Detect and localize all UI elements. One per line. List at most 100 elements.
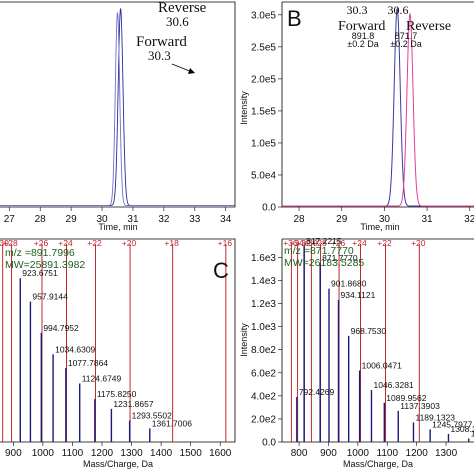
panel-c-peak-label: 901.8680 [331,279,367,289]
panel-a-x-tick-label: 27 [4,214,16,225]
panel-left-charge-label: +16 [218,238,233,248]
annotation-forward-arrow [171,63,193,73]
panel-letter-b: B [287,6,302,31]
panel-b-y-tick-label: 5.0e4 [251,170,276,181]
panel-left-x-tick-label: 1600 [209,448,232,459]
panel-left-x-tick-label: 1500 [180,448,203,459]
panel-c-y-axis-label: Intensity [239,323,249,357]
panel-a-x-tick-label: 34 [220,214,232,225]
panel-c-peak-label: 1089.9562 [386,393,426,403]
panel-a-series [0,8,235,206]
panel-b-y-tick-label: 1.0e5 [251,138,276,149]
panel-c-charge-label: +20 [411,238,426,248]
panel-left-peak-label: 923.6751 [22,268,58,278]
panel-b-series [282,7,474,207]
panel-c-charge-label: +24 [352,238,367,248]
panel-c-peak-label: 792.4269 [299,387,335,397]
panel-c-x-axis-label: Mass/Charge, Da [343,459,413,469]
panel-b-y-tick-label: 2.0e5 [251,74,276,85]
panel-b-x-tick-label: 30 [379,214,391,225]
annotation-forward-arrowhead [188,68,195,74]
panel-c-charge-label: +22 [377,238,392,248]
panel-b-x-tick-label: 32 [464,214,474,225]
panel-a-x-tick-label: 30 [96,214,108,225]
panel-a-x-ticks: 27 28 29 30 31 32 33 34 [4,207,232,225]
panel-left-charge-label: +26 [34,238,49,248]
panel-c-charge-label: +36 [283,238,298,248]
panel-c-peak-label: 968.7530 [351,326,387,336]
annotation-b-reverse-mass: 871.7 [395,31,418,41]
panel-b-chromatogram: 28 29 30 31 32 0.0 5.0e4 1.0e5 1.5e5 2.0e5 2.5e5 3.… [239,1,474,232]
panel-left-charge-label: +28 [3,238,18,248]
panel-left-charge-label: +22 [87,238,102,248]
panel-c-y-tick-label: 8.0e2 [251,345,276,356]
annotation-b-forward-label: Forward [338,19,385,34]
panel-letter-c: C [213,258,229,283]
panel-c-mw-readout: MW=26183.5285 [284,257,364,269]
panel-left-x-tick-label: 900 [5,448,22,459]
panel-left-frame [0,238,236,443]
panel-c-x-tick-label: 1300 [435,448,458,459]
panel-c-x-tick-label: 1000 [347,448,370,459]
annotation-forward-value: 30.3 [148,48,171,63]
panel-a-x-tick-label: 28 [35,214,47,225]
panel-c-peak-label: 817.2215 [306,236,342,246]
panel-left-charge-label: +30 [0,238,9,248]
panel-left-x-tick-label: 1400 [150,448,173,459]
panel-b-y-axis-label: Intensity [239,91,249,125]
panel-a-frame [0,1,236,208]
panel-a-x-tick-label: 33 [189,214,201,225]
panel-c-charge-label: +32 [296,238,311,248]
panel-b-x-tick-label: 28 [294,214,306,225]
panel-b-series-line-2 [282,12,474,207]
panel-c-peak-label: 1046.3281 [373,380,413,390]
panel-left-spectrum: +30+28 +26 +24 +22 +20 +18 +16 923.6751 957.914… [0,238,236,469]
panel-b-x-axis-label: Time, min [360,222,399,232]
panel-b-y-tick-label: 1.5e5 [251,106,276,117]
panel-c-x-tick-label: 900 [320,448,337,459]
panel-b-x-tick-label: 31 [422,214,434,225]
panel-b-y-tick-label: 0.0 [262,203,276,214]
panel-c-peak-label: 1245.7977 [432,419,472,429]
panel-left-x-ticks: 900 1000 1100 1200 1300 1400 1500 1600 [5,442,232,459]
panel-c-peak-label: 934.1121 [340,290,375,300]
panel-a-series-line-2 [0,12,235,206]
panel-b-y-tick-label: 3.0e5 [251,10,276,21]
panel-left-x-tick-label: 1200 [91,448,114,459]
panel-c-y-tick-label: 6.0e2 [251,368,276,379]
panel-c-x-tick-label: 1200 [406,448,429,459]
panel-c-peak-label: 1137.3903 [400,401,440,411]
panel-a-x-axis-label: Time, min [98,222,137,232]
panel-c-x-tick-label: 1100 [377,448,399,459]
panel-left-x-tick-label: 1100 [62,448,84,459]
panel-left-mw-readout: MW=25891.3982 [5,259,85,271]
panel-c-charge-label: +26 [331,238,346,248]
panel-c-peak-label: 1189.1323 [415,412,455,422]
panel-left-peak-label: 1077.7864 [68,358,108,368]
panel-left-peak-label: 1293.5502 [132,411,172,421]
panel-c-peaks: 792.4269 817.2215 871.7770 901.8680934.1121… [296,236,474,442]
panel-b-x-tick-label: 29 [336,214,348,225]
panel-c-x-tick-label: 800 [291,448,308,459]
panel-left-peak-label: 994.7952 [43,323,79,333]
panel-left-peak-label: 957.9144 [32,292,68,302]
panel-left-x-tick-label: 1000 [32,448,55,459]
panel-c-peak-label: 1377.1 [471,429,474,439]
panel-a-x-tick-label: 32 [158,214,170,225]
annotation-reverse-label: Reverse [158,0,207,16]
panel-c-y-tick-label: 1.4e3 [251,276,276,287]
annotation-b-forward-error: ±0.2 Da [347,39,378,49]
panel-left-peak-label: 1231.8657 [113,399,153,409]
panel-a-x-tick-label: 29 [66,214,78,225]
panel-left-mz-readout: m/z =891.7996 [5,247,75,259]
panel-c-peak-label: 871.7770 [322,253,358,263]
annotation-reverse-value: 30.6 [166,14,189,29]
panel-a-x-tick-label: 31 [127,214,139,225]
panel-left-peak-label: 1124.6749 [82,374,122,384]
panel-b-ticks: 28 29 30 31 32 0.0 5.0e4 1.0e5 1.5e5 2.0e5 2.5e5 3.… [251,10,474,225]
panel-left-x-axis-label: Mass/Charge, Da [83,459,153,469]
annotation-b-reverse-value: 30.6 [388,3,409,17]
panel-left-peak-label: 1175.8250 [97,389,137,399]
